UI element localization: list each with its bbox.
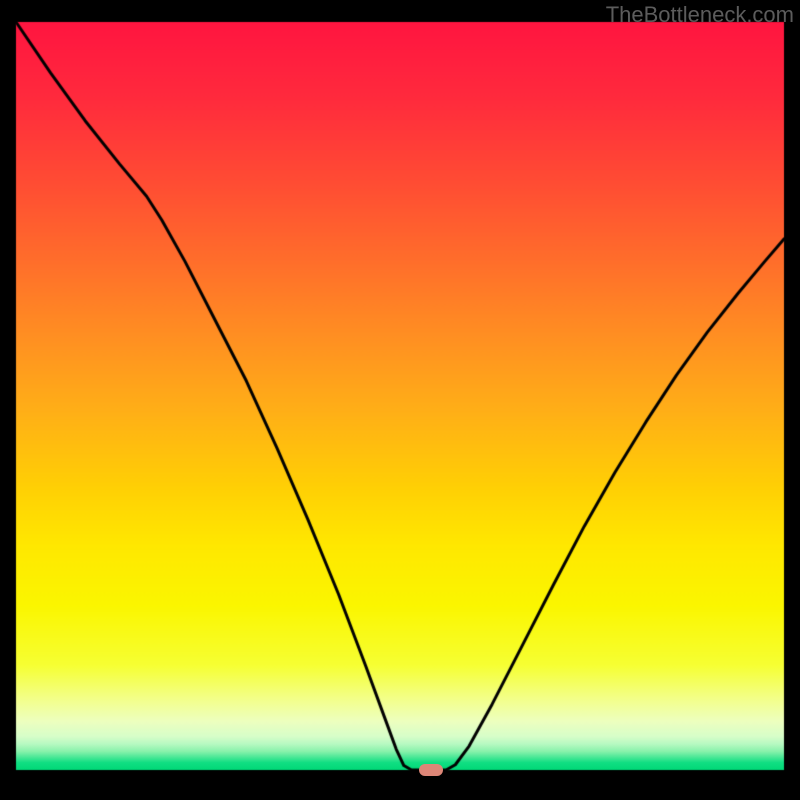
bottleneck-curve (0, 0, 800, 800)
